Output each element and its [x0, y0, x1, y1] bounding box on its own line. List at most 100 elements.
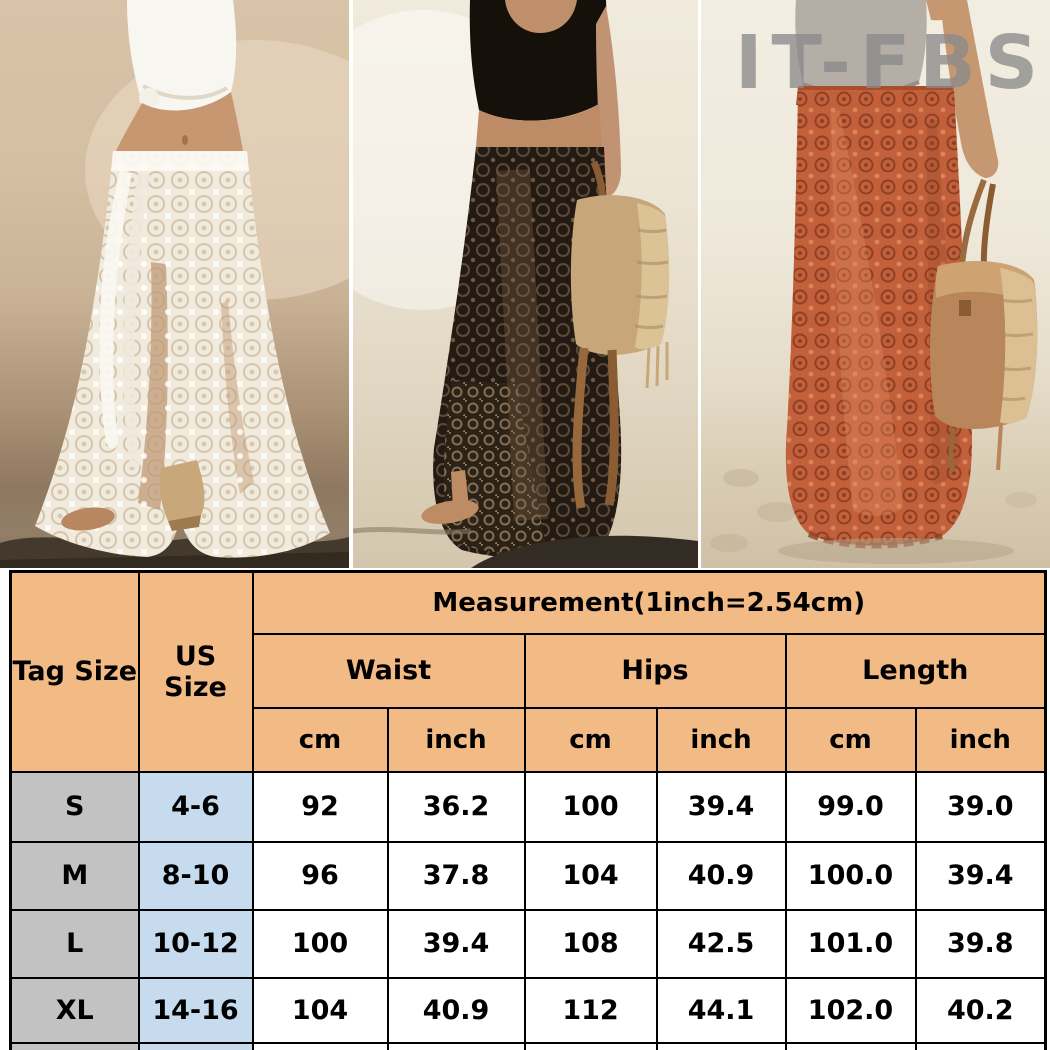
- hips-inch-value: 44.1: [655, 976, 787, 1044]
- dangling-strap: [948, 427, 956, 473]
- backpack-tassel: [996, 423, 1003, 471]
- waist-inch-value: 37.8: [386, 840, 526, 911]
- header-hips: Hips: [523, 632, 787, 709]
- length-cm-value: 100.0: [784, 840, 917, 911]
- tag-size-value: M: [9, 840, 140, 911]
- drawstring-tie-2: [123, 173, 150, 468]
- model-figure-black: [421, 0, 670, 559]
- table-row-size-s: S 4-6 92 36.2 100 39.4 99.0 39.0: [9, 770, 1047, 843]
- waist-inch-value: 36.2: [386, 770, 526, 843]
- drawstring-tie: [99, 171, 132, 449]
- length-inch-value: 39.8: [914, 908, 1047, 979]
- unit-length-inch: inch: [914, 706, 1047, 773]
- hips-cm-value: [523, 1041, 658, 1050]
- hips-cm-value: 104: [523, 840, 658, 911]
- length-inch-value: 39.4: [914, 840, 1047, 911]
- woven-texture-lines: [634, 228, 669, 329]
- us-size-value: [137, 1041, 254, 1050]
- tag-size-value: XL: [9, 976, 140, 1044]
- length-inch-value: [914, 1041, 1047, 1050]
- table-row-groups: Waist Hips Length: [11, 632, 1047, 709]
- orange-pants-illustration: [710, 0, 1038, 564]
- wet-sand-dark: [0, 552, 349, 568]
- length-cm-value: [784, 1041, 917, 1050]
- header-us-size: US Size: [137, 570, 254, 773]
- photo-divider: [698, 0, 701, 568]
- footprints: [710, 469, 1037, 552]
- sand-debris-line: [353, 526, 472, 535]
- sheen-highlight: [831, 110, 903, 516]
- top-knot: [139, 88, 159, 108]
- waist-cm-value: 96: [251, 840, 389, 911]
- hips-cm-value: 112: [523, 976, 658, 1044]
- hips-inch-value: 42.5: [655, 908, 787, 979]
- tag-size-value: [9, 1041, 140, 1050]
- backpack-buckle: [959, 300, 971, 316]
- unit-waist-cm: cm: [251, 706, 389, 773]
- bare-foot: [61, 507, 115, 531]
- bag-strap-long: [572, 347, 589, 509]
- ankle-skin: [451, 470, 469, 508]
- waistband: [111, 151, 249, 171]
- waist-cm-value: [251, 1041, 389, 1050]
- bag-fringe: [645, 342, 669, 389]
- sandal-sole: [168, 515, 201, 531]
- header-measurement: Measurement(1inch=2.54cm): [251, 570, 1047, 635]
- navel: [182, 135, 188, 145]
- woven-lines: [998, 298, 1034, 401]
- header-length: Length: [784, 632, 1047, 709]
- measurement-table: Tag Size US Size Measurement(1inch=2.54c…: [9, 570, 1048, 1050]
- table-row-size-m: M 8-10 96 37.8 104 40.9 100.0 39.4: [9, 840, 1047, 911]
- backpack-woven-side: [1000, 268, 1038, 424]
- unit-hips-cm: cm: [523, 706, 658, 773]
- bare-foot-black: [421, 500, 479, 524]
- header-tag-size: Tag Size: [9, 570, 140, 773]
- hips-cm-value: 108: [523, 908, 658, 979]
- model-figure-orange: [778, 0, 1038, 564]
- bag-strap-long-2: [604, 349, 619, 506]
- shadow-corner: [471, 535, 698, 568]
- unit-waist-inch: inch: [386, 706, 526, 773]
- waist-inch-value: 40.9: [386, 976, 526, 1044]
- waist-cm-value: 100: [251, 908, 389, 979]
- length-cm-value: 101.0: [784, 908, 917, 979]
- table-row-units: cm inch cm inch cm inch: [11, 706, 1047, 773]
- length-inch-value: 39.0: [914, 770, 1047, 843]
- lace-pants-orange: [785, 90, 972, 546]
- table-row-measurement: Tag Size US Size Measurement(1inch=2.54c…: [9, 570, 1047, 773]
- unit-length-cm: cm: [784, 706, 917, 773]
- hips-inch-value: 39.4: [655, 770, 787, 843]
- waist-inch-value: [386, 1041, 526, 1050]
- ground-shadow: [778, 538, 1014, 564]
- sheer-sheen: [496, 169, 548, 521]
- waist-skin: [476, 104, 602, 147]
- white-crop-top: [127, 0, 237, 111]
- photo-white-lace-pants: [0, 0, 349, 568]
- black-tank-top: [469, 0, 607, 121]
- hips-cm-value: 100: [523, 770, 658, 843]
- hips-inch-value: [655, 1041, 787, 1050]
- table-row-partial-cutoff: [9, 1041, 1047, 1050]
- us-size-value: 10-12: [137, 908, 254, 979]
- waist-cm-value: 104: [251, 976, 389, 1044]
- wedge-sandal: [159, 460, 205, 521]
- black-pants-illustration: [353, 0, 698, 568]
- back-scoop-skin: [505, 0, 577, 33]
- tag-size-value: S: [9, 770, 140, 843]
- photo-black-lace-pants: [353, 0, 698, 568]
- table-row-size-l: L 10-12 100 39.4 108 42.5 101.0 39.8: [9, 908, 1047, 979]
- hips-inch-value: 40.9: [655, 840, 787, 911]
- model-figure-white: [35, 0, 330, 558]
- waist-inch-value: 39.4: [386, 908, 526, 979]
- length-inch-value: 40.2: [914, 976, 1047, 1044]
- us-size-value: 14-16: [137, 976, 254, 1044]
- table-row-size-xl: XL 14-16 104 40.9 112 44.1 102.0 40.2: [9, 976, 1047, 1044]
- right-arm-skin-orange: [940, 0, 999, 178]
- header-waist: Waist: [251, 632, 526, 709]
- photo-orange-lace-pants: IT-FBS: [701, 0, 1050, 568]
- photo-strip: IT-FBS: [0, 0, 1050, 568]
- waist-cm-value: 92: [251, 770, 389, 843]
- photo-divider: [349, 0, 353, 568]
- unit-hips-inch: inch: [655, 706, 787, 773]
